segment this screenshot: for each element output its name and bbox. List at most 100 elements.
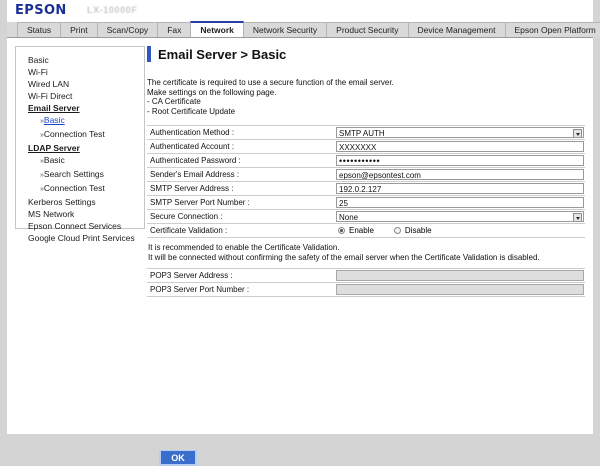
chevron-down-icon[interactable] <box>573 129 582 138</box>
sidebar-item-connection-test[interactable]: »Connection Test <box>16 128 144 142</box>
sender-s-email-address-input[interactable]: epson@epsontest.com <box>336 169 584 180</box>
sidebar-item-label: Kerberos Settings <box>28 197 96 207</box>
sidebar-item-label: LDAP Server <box>28 143 80 153</box>
field-value-cell: epson@epsontest.com <box>336 168 585 182</box>
field-label: Secure Connection : <box>147 210 336 224</box>
field-label: SMTP Server Address : <box>147 182 336 196</box>
form-row: POP3 Server Port Number : <box>147 283 585 297</box>
chevron-down-icon[interactable] <box>573 213 582 222</box>
sidebar-item-basic[interactable]: »Basic <box>16 114 144 128</box>
radio-dot-icon[interactable] <box>394 227 401 234</box>
sidebar-item-search-settings[interactable]: »Search Settings <box>16 168 144 182</box>
secure-connection-select[interactable]: None <box>336 211 584 222</box>
tab-status[interactable]: Status <box>17 22 61 37</box>
select-value: None <box>339 213 358 222</box>
sidebar-item-label: Connection Test <box>44 183 105 193</box>
field-value-cell: SMTP AUTH <box>336 126 585 140</box>
field-value-cell: 25 <box>336 196 585 210</box>
sidebar-item-ms-network[interactable]: MS Network <box>16 208 144 220</box>
sidebar-item-label: Basic <box>28 55 49 65</box>
sidebar-item-label: Wi-Fi Direct <box>28 91 72 101</box>
pop3-server-port-number-input <box>336 284 584 295</box>
ok-button[interactable]: OK <box>159 449 197 466</box>
certificate-validation-note: It is recommended to enable the Certific… <box>148 243 585 262</box>
radio-enable[interactable]: Enable <box>338 226 374 235</box>
sidebar-item-label: Basic <box>44 155 65 165</box>
form-row: Sender's Email Address :epson@epsontest.… <box>147 168 585 182</box>
sidebar-item-wi-fi-direct[interactable]: Wi-Fi Direct <box>16 90 144 102</box>
field-label: POP3 Server Port Number : <box>147 283 336 297</box>
tab-product-security[interactable]: Product Security <box>326 22 408 37</box>
desc-line: The certificate is required to use a sec… <box>147 78 585 88</box>
submit-area: OK <box>159 449 197 466</box>
pop3-settings-table: POP3 Server Address :POP3 Server Port Nu… <box>147 268 585 297</box>
sidebar-item-connection-test[interactable]: »Connection Test <box>16 182 144 196</box>
sidebar-item-wi-fi[interactable]: Wi-Fi <box>16 66 144 78</box>
smtp-server-port-number-input[interactable]: 25 <box>336 197 584 208</box>
certificate-validation-radio-group: Enable Disable <box>336 225 584 236</box>
form-row: SMTP Server Address :192.0.2.127 <box>147 182 585 196</box>
field-value-cell <box>336 269 585 283</box>
printer-model-label: LX-10000F <box>87 5 137 15</box>
sidebar-item-label: MS Network <box>28 209 74 219</box>
field-label: Authenticated Password : <box>147 154 336 168</box>
form-row: Secure Connection :None <box>147 210 585 224</box>
sidebar-item-label: Connection Test <box>44 129 105 139</box>
sidebar-item-basic[interactable]: Basic <box>16 54 144 66</box>
tab-network[interactable]: Network <box>190 21 244 37</box>
field-label: Authenticated Account : <box>147 140 336 154</box>
epson-logo: EPSON <box>15 3 67 18</box>
field-label: Sender's Email Address : <box>147 168 336 182</box>
form-row: Authenticated Account :XXXXXXX <box>147 140 585 154</box>
field-label: POP3 Server Address : <box>147 269 336 283</box>
authenticated-password-input[interactable]: ••••••••••• <box>336 155 584 166</box>
form-row: Certificate Validation : Enable Disable <box>147 224 585 238</box>
sidebar-item-epson-connect-services[interactable]: Epson Connect Services <box>16 220 144 232</box>
form-row: POP3 Server Address : <box>147 269 585 283</box>
tab-device-management[interactable]: Device Management <box>408 22 506 37</box>
radio-label: Enable <box>349 226 374 235</box>
page-title-wrap: Email Server > Basic <box>147 44 585 64</box>
sidebar-item-email-server: Email Server <box>16 102 144 114</box>
tab-fax[interactable]: Fax <box>157 22 191 37</box>
field-value-cell <box>336 283 585 297</box>
main-panel: Email Server > Basic The certificate is … <box>147 44 585 297</box>
note-line: It will be connected without confirming … <box>148 253 585 263</box>
authentication-method-select[interactable]: SMTP AUTH <box>336 127 584 138</box>
form-row: Authenticated Password :••••••••••• <box>147 154 585 168</box>
sidebar-item-label: Epson Connect Services <box>28 221 121 231</box>
desc-line: Make settings on the following page. <box>147 88 585 98</box>
sidebar-item-basic[interactable]: »Basic <box>16 154 144 168</box>
sidebar-item-google-cloud-print-services[interactable]: Google Cloud Print Services <box>16 232 144 244</box>
smtp-server-address-input[interactable]: 192.0.2.127 <box>336 183 584 194</box>
tab-scan-copy[interactable]: Scan/Copy <box>97 22 159 37</box>
title-accent-bar <box>147 46 151 62</box>
field-label: Certificate Validation : <box>147 224 336 238</box>
tab-network-security[interactable]: Network Security <box>243 22 327 37</box>
field-label: Authentication Method : <box>147 126 336 140</box>
field-value-cell: XXXXXXX <box>336 140 585 154</box>
radio-dot-icon[interactable] <box>338 227 345 234</box>
desc-line: - CA Certificate <box>147 97 585 107</box>
sidebar-item-wired-lan[interactable]: Wired LAN <box>16 78 144 90</box>
page-description: The certificate is required to use a sec… <box>147 78 585 116</box>
sidebar-item-kerberos-settings[interactable]: Kerberos Settings <box>16 196 144 208</box>
note-line: It is recommended to enable the Certific… <box>148 243 585 253</box>
authenticated-account-input[interactable]: XXXXXXX <box>336 141 584 152</box>
field-value-cell: ••••••••••• <box>336 154 585 168</box>
radio-disable[interactable]: Disable <box>394 226 432 235</box>
sidebar-item-label: Wired LAN <box>28 79 69 89</box>
form-row: SMTP Server Port Number :25 <box>147 196 585 210</box>
field-value-cell: 192.0.2.127 <box>336 182 585 196</box>
tab-epson-open-platform[interactable]: Epson Open Platform <box>505 22 600 37</box>
radio-label: Disable <box>405 226 432 235</box>
field-value-cell: Enable Disable <box>336 224 585 238</box>
sidebar-item-label: Search Settings <box>44 169 104 179</box>
tab-print[interactable]: Print <box>60 22 97 37</box>
field-label: SMTP Server Port Number : <box>147 196 336 210</box>
